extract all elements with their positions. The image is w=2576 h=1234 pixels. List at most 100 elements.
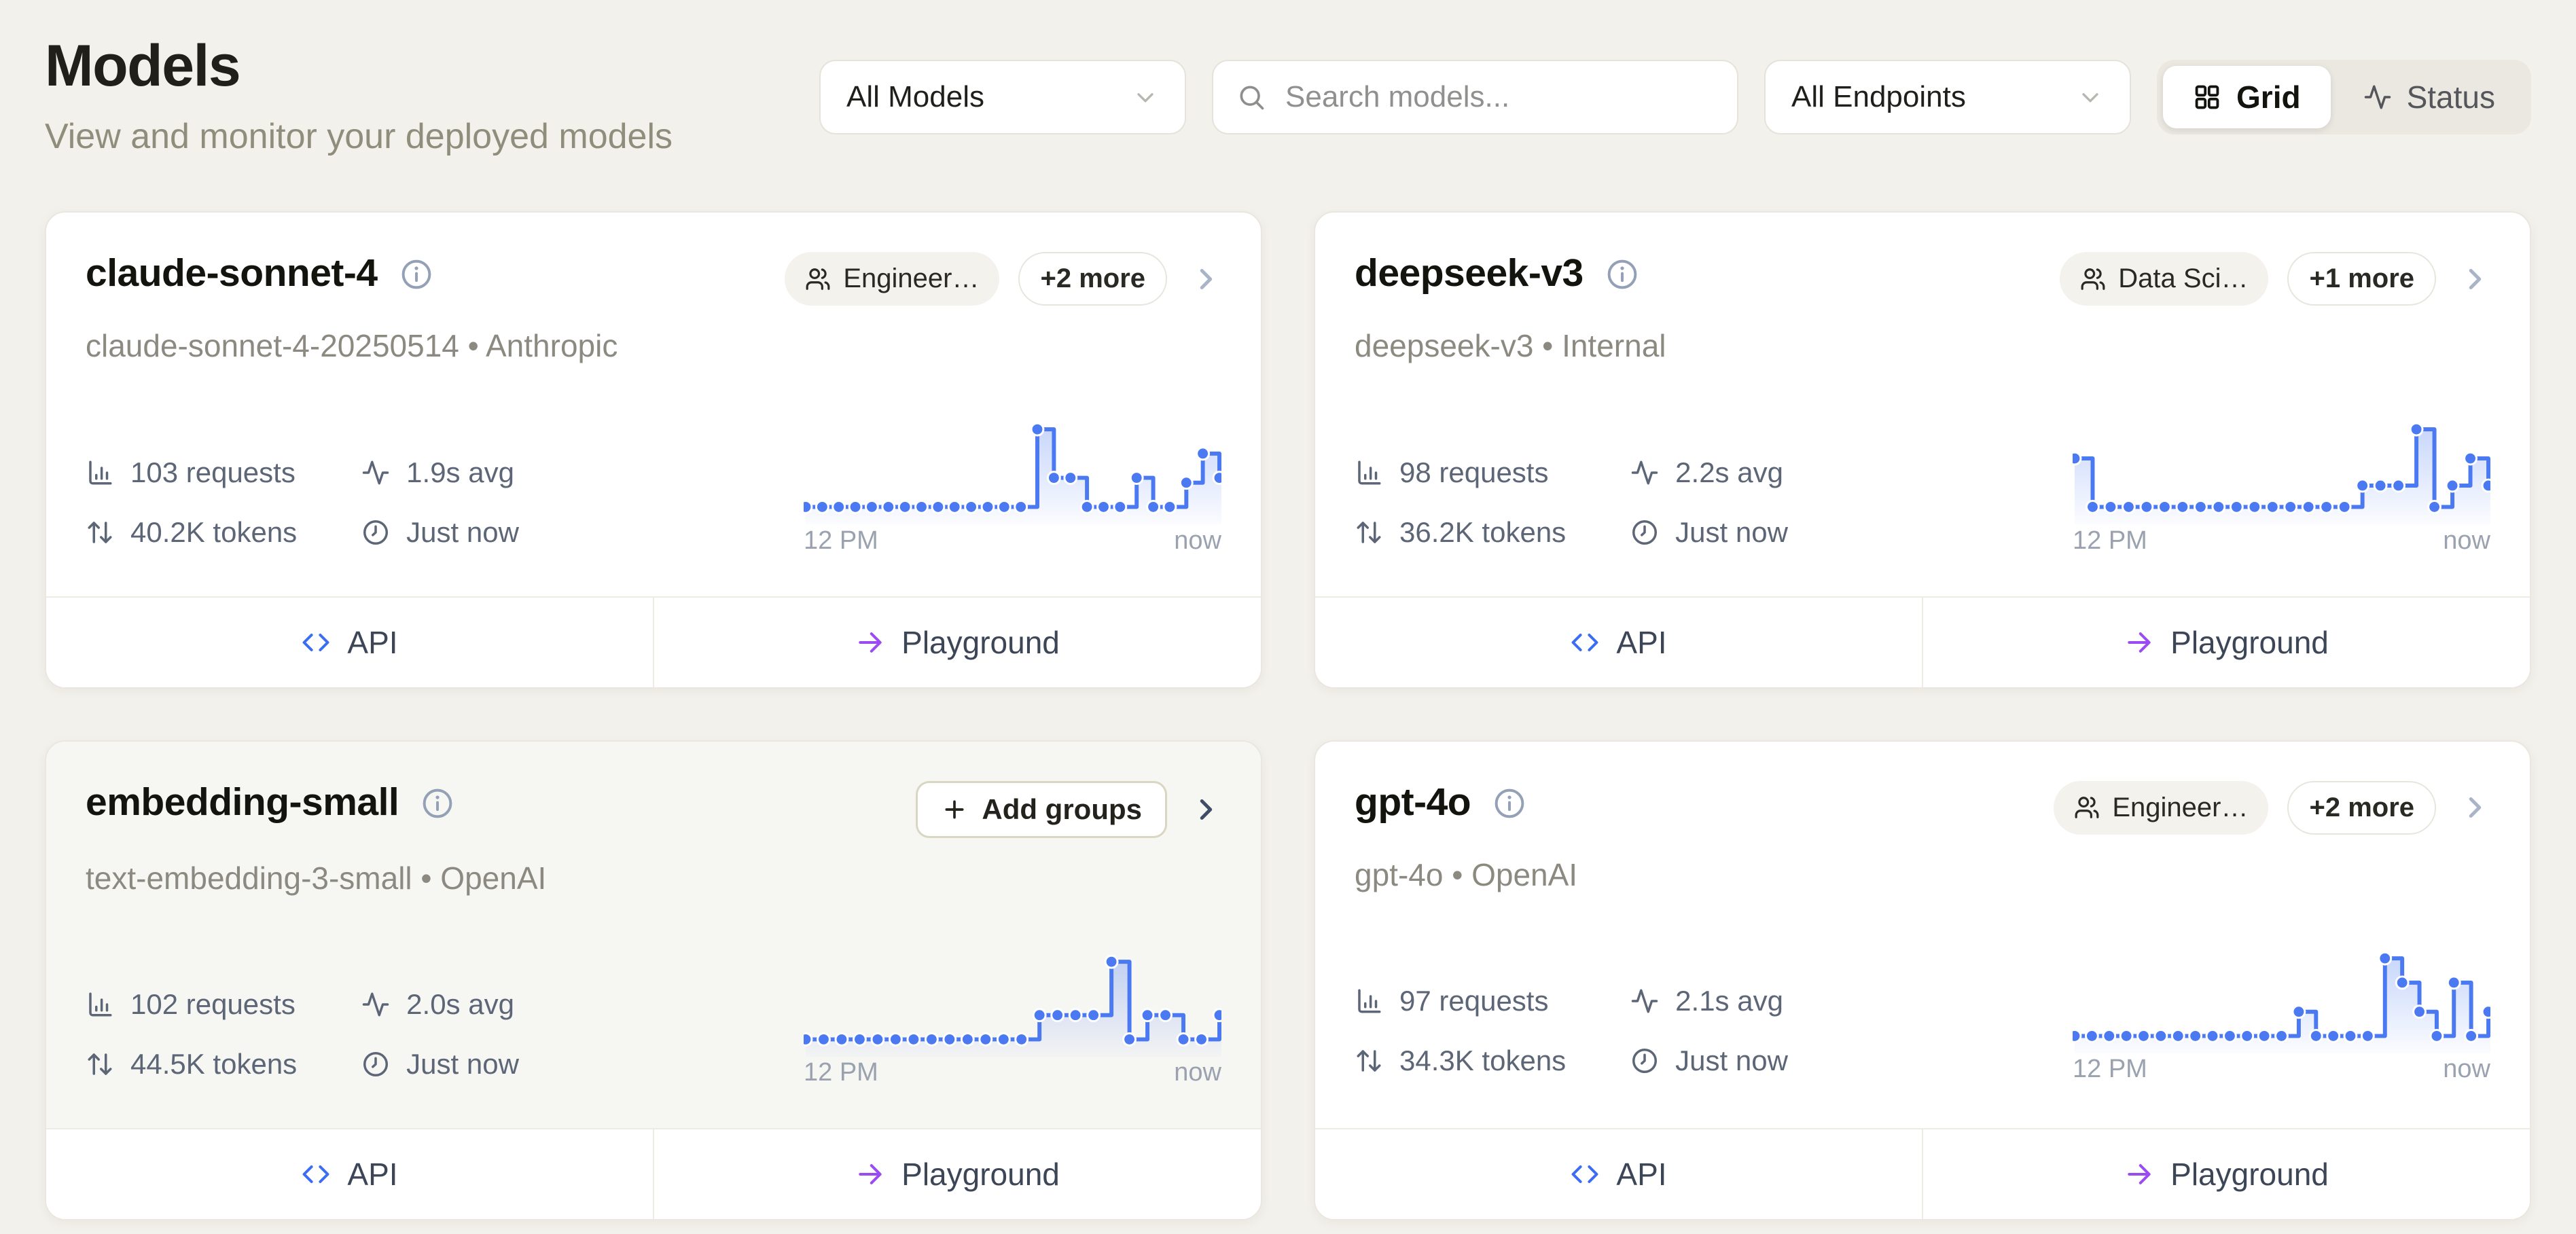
- model-card: claude-sonnet-4 Engineer… +2 more: [45, 211, 1262, 689]
- updated-stat: Just now: [361, 1048, 519, 1081]
- more-groups-badge[interactable]: +2 more: [1018, 252, 1167, 306]
- search-input[interactable]: [1284, 79, 1715, 115]
- updated-stat: Just now: [1630, 516, 1788, 549]
- activity-icon: [1630, 458, 1659, 487]
- model-subtitle: claude-sonnet-4-20250514 • Anthropic: [86, 328, 618, 363]
- latency-stat: 2.1s avg: [1630, 985, 1788, 1017]
- info-icon[interactable]: [1605, 257, 1639, 291]
- grid-icon: [2193, 83, 2221, 111]
- spark-label-end: now: [1174, 526, 1221, 555]
- model-stats: 103 requests 1.9s avg 40.2K tokens: [86, 456, 519, 556]
- chevron-right-icon[interactable]: [1190, 794, 1221, 825]
- search-icon: [1236, 82, 1266, 112]
- model-card-body[interactable]: embedding-small Add groups text-embeddin…: [46, 741, 1261, 1129]
- playground-button[interactable]: Playground: [653, 1129, 1261, 1220]
- add-groups-label: Add groups: [982, 793, 1142, 825]
- api-button[interactable]: API: [1315, 1129, 1922, 1220]
- chevron-right-icon[interactable]: [2459, 792, 2490, 823]
- model-name: claude-sonnet-4: [86, 251, 378, 295]
- group-badge[interactable]: Data Sci…: [2060, 252, 2269, 306]
- arrow-right-icon: [855, 1159, 885, 1189]
- sparkline-chart: [2073, 409, 2490, 525]
- info-icon[interactable]: [1492, 786, 1526, 820]
- chevron-right-icon[interactable]: [1190, 264, 1221, 295]
- latency-stat: 2.0s avg: [361, 988, 519, 1021]
- model-card-body[interactable]: claude-sonnet-4 Engineer… +2 more: [46, 213, 1261, 596]
- grid-view-label: Grid: [2236, 79, 2301, 115]
- clock-icon: [361, 1050, 390, 1078]
- updated-stat: Just now: [1630, 1045, 1788, 1077]
- model-card-body[interactable]: deepseek-v3 Data Sci… +1 more: [1315, 213, 2530, 596]
- model-filter-select[interactable]: All Models: [819, 60, 1187, 134]
- info-icon[interactable]: [399, 257, 433, 291]
- playground-button-label: Playground: [901, 1157, 1060, 1193]
- api-button[interactable]: API: [46, 597, 653, 687]
- api-button[interactable]: API: [1315, 597, 1922, 687]
- sparkline-chart: [804, 409, 1221, 525]
- view-toggle: Grid Status: [2157, 60, 2531, 134]
- playground-button[interactable]: Playground: [1922, 1129, 2530, 1220]
- requests-stat: 103 requests: [86, 456, 297, 489]
- latency-stat: 1.9s avg: [361, 456, 519, 489]
- group-badge-label: Engineer…: [2112, 792, 2249, 822]
- tokens-stat: 40.2K tokens: [86, 516, 297, 549]
- users-icon: [805, 266, 831, 292]
- spark-label-start: 12 PM: [2073, 1055, 2147, 1084]
- tokens-value: 40.2K tokens: [130, 515, 298, 548]
- filter-controls: All Models All Endpoints Grid Status: [819, 60, 2531, 134]
- arrows-up-down-icon: [86, 518, 114, 547]
- plus-icon: [941, 796, 968, 823]
- code-icon: [301, 1159, 331, 1189]
- activity-icon: [1630, 987, 1659, 1015]
- bar-chart-icon: [1355, 458, 1383, 487]
- model-card-body[interactable]: gpt-4o Engineer… +2 more gpt-: [1315, 742, 2530, 1129]
- group-badge[interactable]: Engineer…: [2054, 780, 2269, 835]
- card-actions: API Playground: [1315, 1128, 2530, 1220]
- more-groups-badge[interactable]: +2 more: [2287, 780, 2436, 835]
- api-button-label: API: [347, 1157, 398, 1193]
- users-icon: [2080, 266, 2106, 292]
- clock-icon: [1630, 518, 1659, 547]
- tokens-value: 44.5K tokens: [130, 1048, 298, 1081]
- requests-stat: 102 requests: [86, 988, 297, 1021]
- requests-stat: 97 requests: [1355, 985, 1566, 1017]
- spark-label-start: 12 PM: [804, 1058, 878, 1087]
- model-stats: 102 requests 2.0s avg 44.5K tokens: [86, 988, 519, 1087]
- bar-chart-icon: [86, 458, 114, 487]
- pulse-icon: [2363, 83, 2392, 111]
- more-groups-badge[interactable]: +1 more: [2287, 252, 2436, 306]
- endpoint-filter-select[interactable]: All Endpoints: [1764, 60, 2132, 134]
- arrows-up-down-icon: [1355, 518, 1383, 547]
- playground-button[interactable]: Playground: [1922, 597, 2530, 687]
- requests-value: 103 requests: [130, 456, 296, 488]
- requests-value: 98 requests: [1399, 456, 1549, 488]
- status-view-label: Status: [2406, 79, 2495, 115]
- updated-value: Just now: [406, 515, 519, 548]
- usage-sparkline: 12 PM now: [2073, 938, 2490, 1085]
- latency-value: 2.0s avg: [406, 988, 514, 1021]
- users-icon: [2074, 795, 2100, 820]
- playground-button[interactable]: Playground: [653, 597, 1261, 687]
- info-icon[interactable]: [421, 786, 454, 820]
- updated-stat: Just now: [361, 516, 519, 549]
- code-icon: [1570, 1159, 1600, 1189]
- heading-block: Models View and monitor your deployed mo…: [45, 30, 673, 157]
- tokens-stat: 44.5K tokens: [86, 1048, 297, 1081]
- search-box[interactable]: [1212, 60, 1739, 134]
- grid-view-button[interactable]: Grid: [2163, 66, 2331, 128]
- latency-value: 2.1s avg: [1675, 985, 1783, 1017]
- model-subtitle: text-embedding-3-small • OpenAI: [86, 860, 547, 896]
- api-button[interactable]: API: [46, 1129, 653, 1220]
- tokens-value: 36.2K tokens: [1399, 515, 1567, 548]
- chevron-right-icon[interactable]: [2459, 264, 2490, 295]
- arrows-up-down-icon: [1355, 1047, 1383, 1075]
- group-badge-label: Data Sci…: [2118, 264, 2249, 293]
- group-badge[interactable]: Engineer…: [785, 252, 1000, 306]
- spark-label-end: now: [1174, 1058, 1221, 1087]
- latency-value: 2.2s avg: [1675, 456, 1783, 488]
- status-view-button[interactable]: Status: [2333, 66, 2525, 128]
- requests-value: 97 requests: [1399, 985, 1549, 1017]
- add-groups-button[interactable]: Add groups: [916, 780, 1167, 838]
- spark-label-start: 12 PM: [2073, 526, 2147, 555]
- page-subtitle: View and monitor your deployed models: [45, 117, 673, 156]
